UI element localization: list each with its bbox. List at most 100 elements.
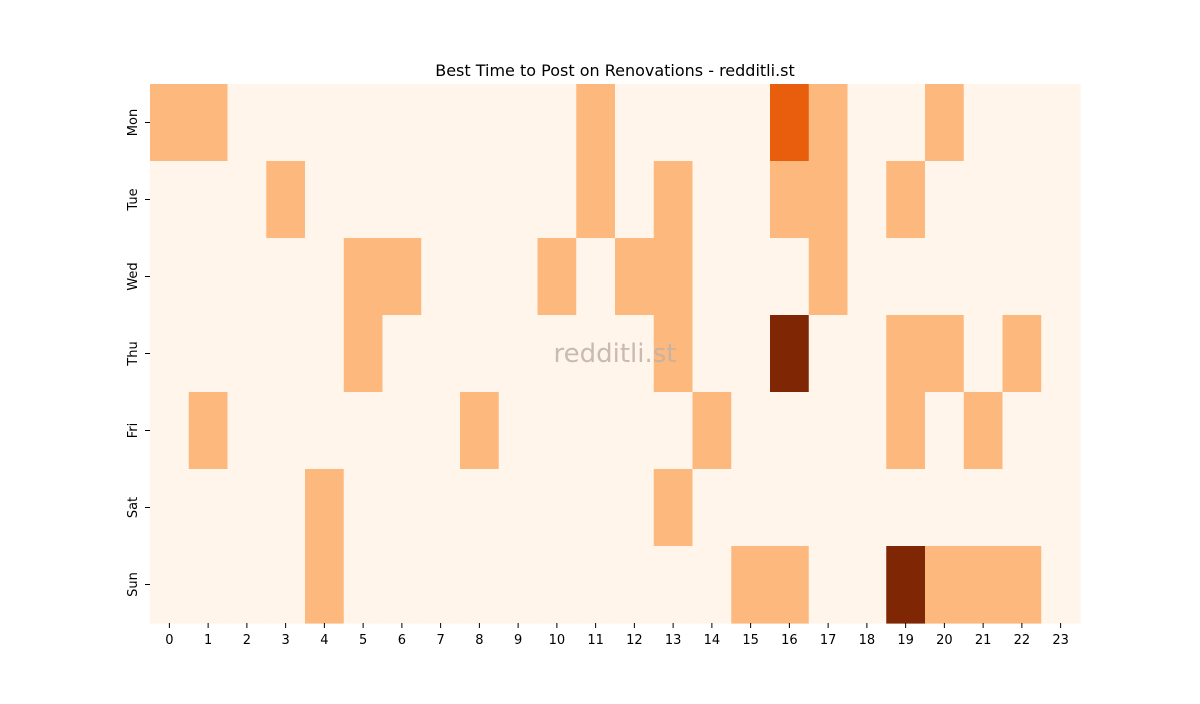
heatmap-cell <box>731 84 771 162</box>
x-tick-label: 18 <box>859 633 876 648</box>
heatmap-cell <box>1002 161 1042 239</box>
x-axis-ticks: 0 1 2 3 4 5 6 7 8 9 10 11 12 13 14 15 16 17 18 19 20 21 22 23 <box>165 623 1069 648</box>
heatmap-cell <box>925 546 965 624</box>
heatmap-cell <box>1041 546 1081 624</box>
heatmap-cell <box>1002 238 1042 316</box>
heatmap-cell <box>421 469 461 547</box>
x-tick-label: 20 <box>936 633 953 648</box>
heatmap-cell <box>847 315 887 393</box>
heatmap-cell <box>343 392 384 470</box>
heatmap-cell <box>808 161 849 239</box>
heatmap-cell <box>460 84 500 162</box>
heatmap-cell <box>615 238 655 316</box>
heatmap-cell <box>963 546 1004 624</box>
heatmap-cell <box>886 161 926 239</box>
heatmap-cell <box>576 546 616 624</box>
heatmap-cell <box>537 84 577 162</box>
heatmap-cell <box>150 392 190 470</box>
heatmap-cell <box>421 315 461 393</box>
x-tick-label: 11 <box>587 633 604 648</box>
heatmap-cell <box>343 315 384 393</box>
heatmap-cell <box>615 392 655 470</box>
heatmap-cell <box>382 84 422 162</box>
heatmap-cell <box>1041 238 1081 316</box>
heatmap-cell <box>770 469 810 547</box>
heatmap-cell <box>886 546 926 624</box>
heatmap-cell <box>382 238 422 316</box>
heatmap-cell <box>847 546 887 624</box>
heatmap-cell <box>305 392 345 470</box>
heatmap-cell <box>460 392 500 470</box>
x-tick-label: 13 <box>665 633 682 648</box>
heatmap-cell <box>188 392 229 470</box>
heatmap-cell <box>421 546 461 624</box>
y-tick-label: Sun <box>126 572 141 597</box>
heatmap-cell <box>770 546 810 624</box>
heatmap-cell <box>343 161 384 239</box>
heatmap-cell <box>188 469 229 547</box>
x-tick-label: 21 <box>975 633 992 648</box>
heatmap-cell <box>266 161 306 239</box>
heatmap-cell <box>188 84 229 162</box>
heatmap-cell <box>731 469 771 547</box>
heatmap-cell <box>963 84 1004 162</box>
heatmap-cell <box>537 161 577 239</box>
heatmap-cell <box>460 238 500 316</box>
heatmap-cell <box>653 238 694 316</box>
heatmap-cell <box>925 469 965 547</box>
heatmap-cell <box>576 238 616 316</box>
heatmap-cell <box>266 84 306 162</box>
heatmap-cell <box>343 84 384 162</box>
heatmap-cell <box>227 161 267 239</box>
y-tick-label: Sat <box>126 497 141 518</box>
heatmap-cell <box>692 469 732 547</box>
heatmap-cell <box>421 238 461 316</box>
x-tick-label: 8 <box>475 633 483 648</box>
chart-title: Best Time to Post on Renovations - reddi… <box>435 61 795 80</box>
heatmap-cell <box>266 392 306 470</box>
heatmap-cell <box>692 238 732 316</box>
heatmap-cell <box>963 315 1004 393</box>
heatmap-cell <box>1002 469 1042 547</box>
heatmap-cell <box>498 161 539 239</box>
heatmap-cell <box>847 238 887 316</box>
heatmap-cell <box>305 315 345 393</box>
heatmap-cell <box>382 161 422 239</box>
heatmap-cell <box>1041 161 1081 239</box>
heatmap-cell <box>150 84 190 162</box>
heatmap-cell <box>537 315 577 393</box>
heatmap-cell <box>847 161 887 239</box>
y-tick-label: Mon <box>126 109 141 136</box>
heatmap-cell <box>925 84 965 162</box>
heatmap-cell <box>343 546 384 624</box>
heatmap-cell <box>653 392 694 470</box>
heatmap-cell <box>382 315 422 393</box>
heatmap-cell <box>653 84 694 162</box>
heatmap-cell <box>227 392 267 470</box>
x-tick-label: 6 <box>398 633 406 648</box>
heatmap-cell <box>731 161 771 239</box>
heatmap-cell <box>615 315 655 393</box>
heatmap-cell <box>150 546 190 624</box>
heatmap-cell <box>150 469 190 547</box>
heatmap-cell <box>847 469 887 547</box>
heatmap-cell <box>808 84 849 162</box>
heatmap-cell <box>460 161 500 239</box>
heatmap-cell <box>305 161 345 239</box>
heatmap-cell <box>498 392 539 470</box>
heatmap-cell <box>653 469 694 547</box>
heatmap-cell <box>576 161 616 239</box>
heatmap-cell <box>227 84 267 162</box>
heatmap-cell <box>266 546 306 624</box>
heatmap-cell <box>537 546 577 624</box>
heatmap-cell <box>653 315 694 393</box>
watermark: redditli.st <box>554 339 677 369</box>
heatmap-cell <box>382 469 422 547</box>
heatmap-cell <box>731 392 771 470</box>
heatmap-cell <box>963 469 1004 547</box>
heatmap-cell <box>770 161 810 239</box>
heatmap-cell <box>498 84 539 162</box>
heatmap-cell <box>731 238 771 316</box>
